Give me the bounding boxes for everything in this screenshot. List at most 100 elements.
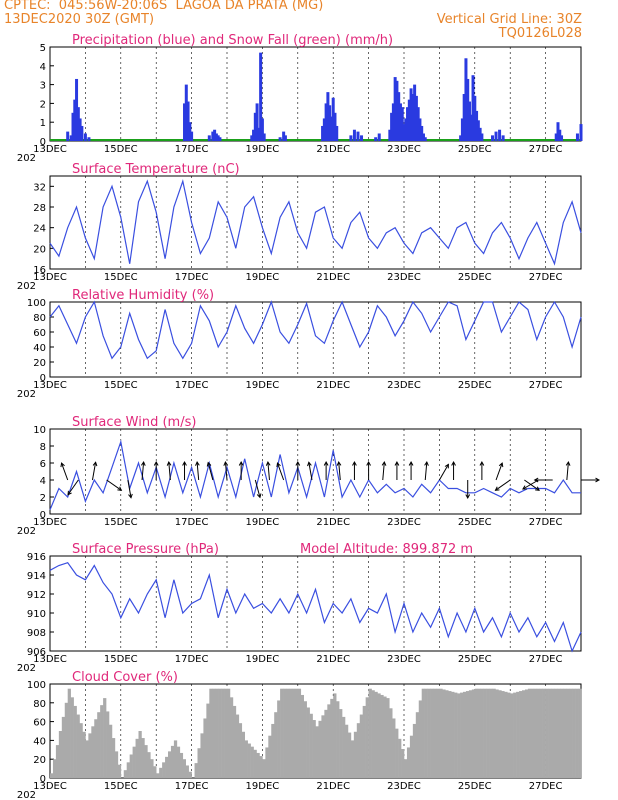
x-tick-label: 17DEC — [175, 781, 209, 792]
precip-bar — [352, 129, 356, 141]
precip-bar — [184, 84, 188, 141]
precip-bar — [467, 101, 471, 141]
wind-arrow — [254, 479, 261, 498]
precip-bar — [560, 135, 564, 141]
y-tick-label: 908 — [27, 628, 46, 639]
cloud-bar — [412, 723, 417, 778]
precip-bar — [397, 92, 401, 141]
cloud-bar — [312, 720, 316, 778]
precip-bar — [494, 131, 498, 141]
cloud-bar — [457, 693, 461, 778]
y-tick-label: 0 — [40, 510, 46, 521]
precip-bar — [80, 125, 84, 141]
wind-arrow — [277, 462, 285, 481]
precip-bar — [183, 103, 187, 141]
cloud-bar — [309, 713, 313, 778]
panel-title: Surface Temperature (nC) — [72, 162, 240, 177]
wind-arrow — [224, 462, 228, 481]
wind-arrow — [338, 462, 341, 481]
cloud-bar — [486, 688, 490, 778]
y-tick-label: 906 — [27, 647, 46, 658]
precip-bar — [349, 135, 353, 141]
cloud-bar — [513, 692, 517, 778]
x-tick-label: 17DEC — [175, 380, 209, 391]
cloud-bar — [516, 691, 520, 778]
cloud-bar — [162, 762, 166, 778]
x-tick-label: 17DEC — [175, 272, 209, 283]
cloud-bar — [97, 712, 101, 778]
x-tick-label: 27DEC — [529, 144, 563, 155]
wind-arrow — [566, 462, 569, 481]
cloud-bar — [572, 688, 576, 778]
y-tick-label: 40 — [33, 343, 46, 354]
cloud-bar — [471, 689, 476, 778]
precip-bar — [257, 127, 261, 141]
cloud-bar — [430, 688, 434, 778]
cloud-bar — [409, 735, 414, 778]
precip-bar — [259, 52, 263, 141]
cloud-bar — [548, 688, 552, 778]
cloud-bar — [451, 691, 455, 778]
cloud-bar — [224, 688, 228, 778]
precip-bar — [250, 135, 254, 141]
x-year-fragment: 202 — [17, 526, 36, 537]
cloud-bar — [288, 688, 293, 778]
panel-title: Precipitation (blue) and Snow Fall (gree… — [72, 33, 393, 48]
y-tick-label: 912 — [27, 590, 46, 601]
wind-arrow — [106, 479, 122, 491]
wind-arrow-head — [336, 461, 342, 466]
wind-arrow — [267, 462, 270, 481]
precip-bar — [253, 112, 257, 141]
x-tick-label: 15DEC — [104, 781, 138, 792]
panel-title: Relative Humidity (%) — [72, 288, 214, 303]
wind-arrow-head — [92, 461, 98, 467]
cloud-bar — [418, 700, 422, 778]
cloud-bar — [362, 705, 366, 778]
precip-bar — [216, 135, 220, 141]
cloud-bar — [182, 759, 186, 778]
y-tick-label: 0 — [40, 137, 46, 148]
cloud-bar — [495, 689, 499, 778]
cloud-bar — [374, 691, 378, 778]
x-year-fragment: 202 — [17, 389, 36, 400]
cloud-bar — [433, 688, 437, 778]
precip-bar — [475, 110, 479, 141]
y-tick-label: 914 — [27, 571, 46, 582]
cloud-bar — [501, 691, 505, 778]
y-tick-label: 0 — [40, 774, 46, 785]
x-tick-label: 13DEC — [33, 517, 67, 528]
cloud-bar — [176, 746, 181, 778]
cloud-bar — [327, 704, 331, 778]
x-tick-label: 27DEC — [529, 654, 563, 665]
cloud-bar — [315, 726, 319, 778]
cloud-bar — [235, 714, 240, 778]
precip-bar — [78, 118, 82, 141]
x-tick-label: 19DEC — [246, 517, 280, 528]
wind-arrow-head — [444, 463, 449, 469]
cloud-bar — [138, 731, 142, 778]
cloud-bar — [421, 688, 425, 778]
x-tick-label: 23DEC — [387, 517, 421, 528]
precip-bar — [73, 99, 77, 141]
wind-arrow-head — [182, 460, 187, 466]
wind-arrow-head — [276, 462, 281, 468]
cloud-bar — [197, 748, 201, 778]
cloud-bar — [336, 701, 340, 778]
cloud-bar — [229, 697, 234, 778]
cloud-bar — [179, 752, 184, 778]
cloud-bar — [442, 689, 446, 778]
y-tick-label: 3 — [40, 81, 46, 92]
x-tick-label: 15DEC — [104, 654, 138, 665]
x-tick-label: 15DEC — [104, 272, 138, 283]
y-tick-label: 28 — [33, 203, 46, 214]
precip-bar — [211, 131, 215, 141]
series-line — [49, 439, 581, 511]
precip-bar — [377, 133, 381, 141]
y-tick-label: 60 — [33, 328, 46, 339]
precip-bar — [393, 77, 397, 141]
wind-arrow-head — [565, 461, 571, 466]
x-tick-label: 13DEC — [33, 272, 67, 283]
precip-bar — [423, 137, 427, 141]
cloud-bar — [117, 764, 122, 778]
cloud-bar — [448, 691, 452, 778]
